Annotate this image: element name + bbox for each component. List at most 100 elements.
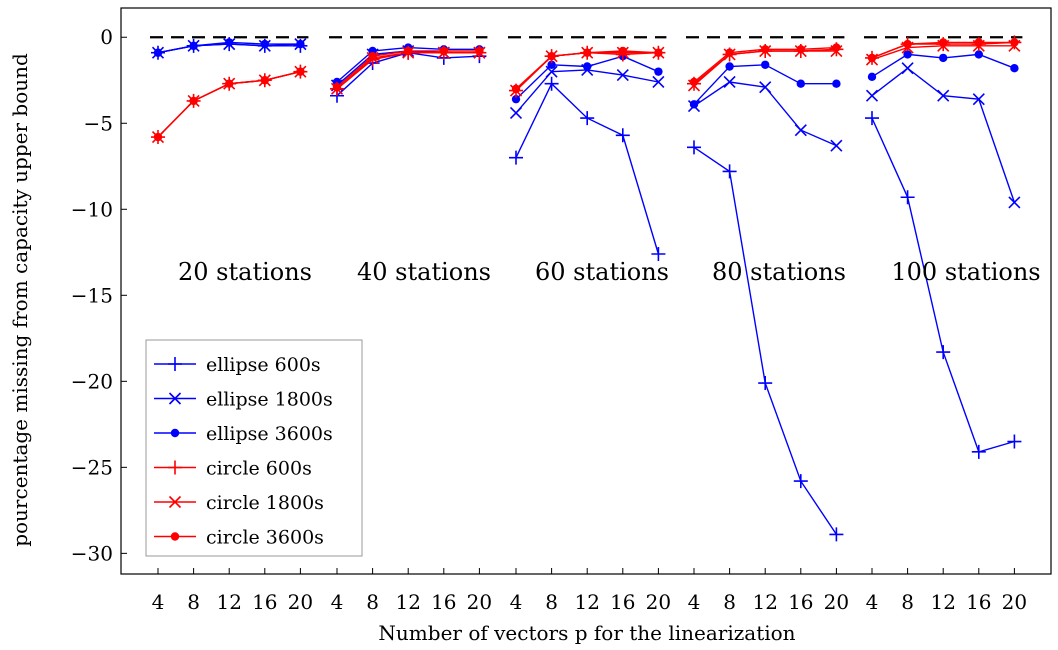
data-point	[972, 93, 985, 106]
x-tick-label: 20	[646, 590, 671, 614]
series-line	[693, 64, 837, 105]
data-point	[689, 100, 699, 109]
legend-label: circle 1800s	[206, 492, 324, 514]
x-tick-label: 20	[1002, 590, 1027, 614]
x-axis-label: Number of vectors p for the linearizatio…	[378, 621, 795, 645]
data-point	[723, 75, 736, 89]
legend-marker	[168, 392, 182, 405]
x-tick-label: 8	[545, 590, 558, 614]
series-line	[515, 82, 660, 255]
group-labels: 20 stations 40 stations 60 stations 80 stat…	[178, 258, 1041, 286]
data-point	[725, 48, 734, 57]
x-tick-label: 20	[288, 590, 313, 614]
y-tick-label: −10	[71, 197, 113, 221]
x-tick-label: 8	[901, 590, 914, 614]
group-label: 60 stations	[535, 258, 669, 286]
x-tick-label: 20	[824, 590, 849, 614]
legend-marker	[170, 428, 180, 438]
data-point	[439, 46, 448, 56]
x-tick-label: 4	[866, 590, 879, 614]
data-point	[758, 376, 773, 391]
data-point	[829, 527, 844, 542]
data-point	[615, 128, 630, 143]
data-point	[1010, 38, 1019, 47]
data-point	[616, 69, 629, 82]
data-point	[654, 48, 663, 57]
data-point	[974, 50, 983, 59]
y-axis-label: pourcentage missing from capacity upper …	[8, 53, 32, 547]
data-point	[153, 48, 163, 57]
x-tick-label: 12	[395, 590, 420, 614]
data-point	[153, 132, 163, 142]
x-tick-label: 12	[930, 590, 955, 614]
data-point	[583, 62, 592, 71]
data-point	[830, 139, 843, 152]
data-point	[722, 164, 737, 179]
data-point	[547, 51, 556, 61]
data-point	[511, 94, 521, 104]
plot-frame	[120, 7, 1052, 575]
legend-box	[145, 339, 363, 557]
data-point	[651, 247, 666, 262]
x-tick-label: 4	[152, 590, 165, 614]
x-tick-label: 4	[510, 590, 523, 614]
x-tick-label: 12	[216, 590, 241, 614]
legend-marker	[168, 460, 182, 475]
legend-label: ellipse 3600s	[206, 423, 333, 445]
legend-item: ellipse 1800s	[154, 389, 333, 411]
data-point	[189, 96, 198, 106]
data-point	[618, 46, 627, 56]
data-point	[865, 111, 879, 126]
data-point	[1010, 64, 1019, 73]
x-tick-label: 16	[431, 590, 456, 614]
data-point	[796, 79, 805, 88]
legend-marker	[168, 495, 182, 509]
x-tick-label: 8	[723, 590, 736, 614]
axes: 0−5−10−15−20−25−304 8 12 16 20 4 8 12 16 20 4 8 12 16…	[71, 7, 1052, 614]
y-tick-label: −15	[71, 283, 113, 307]
data-point	[544, 76, 559, 91]
x-tick-label: 8	[366, 590, 379, 614]
data-point	[260, 39, 269, 49]
data-point	[796, 45, 805, 54]
legend-label: ellipse 1800s	[206, 389, 333, 411]
x-tick-label: 4	[688, 590, 701, 614]
data-point	[725, 62, 734, 71]
group-label: 40 stations	[357, 258, 491, 286]
data-point	[580, 111, 595, 126]
x-tick-label: 16	[610, 590, 635, 614]
data-point	[832, 79, 841, 88]
series-layer	[151, 35, 1022, 542]
data-point	[936, 345, 951, 360]
data-point	[260, 76, 269, 85]
legend-marker	[170, 532, 180, 541]
data-point	[509, 106, 523, 120]
data-point	[583, 48, 592, 57]
legend-item: circle 3600s	[154, 527, 324, 549]
y-tick-label: −5	[84, 111, 113, 135]
data-point	[761, 60, 770, 69]
data-point	[225, 79, 234, 88]
data-point	[832, 43, 841, 52]
data-point	[937, 89, 950, 102]
data-point	[903, 39, 912, 49]
series-line	[871, 67, 1016, 203]
group-label: 20 stations	[178, 258, 312, 286]
data-point	[900, 190, 915, 205]
data-point	[759, 81, 772, 94]
x-tick-label: 4	[331, 590, 344, 614]
data-point	[404, 46, 413, 56]
data-point	[939, 38, 948, 47]
data-point	[867, 72, 877, 82]
data-point	[511, 84, 521, 94]
x-tick-label: 16	[966, 590, 991, 614]
y-tick-label: 0	[100, 25, 113, 49]
legend-marker	[168, 357, 182, 371]
data-point	[903, 50, 912, 59]
legend-item: ellipse 3600s	[154, 423, 333, 445]
data-point	[652, 75, 665, 89]
data-point	[475, 46, 484, 56]
data-point	[794, 124, 807, 137]
data-point	[793, 474, 808, 489]
